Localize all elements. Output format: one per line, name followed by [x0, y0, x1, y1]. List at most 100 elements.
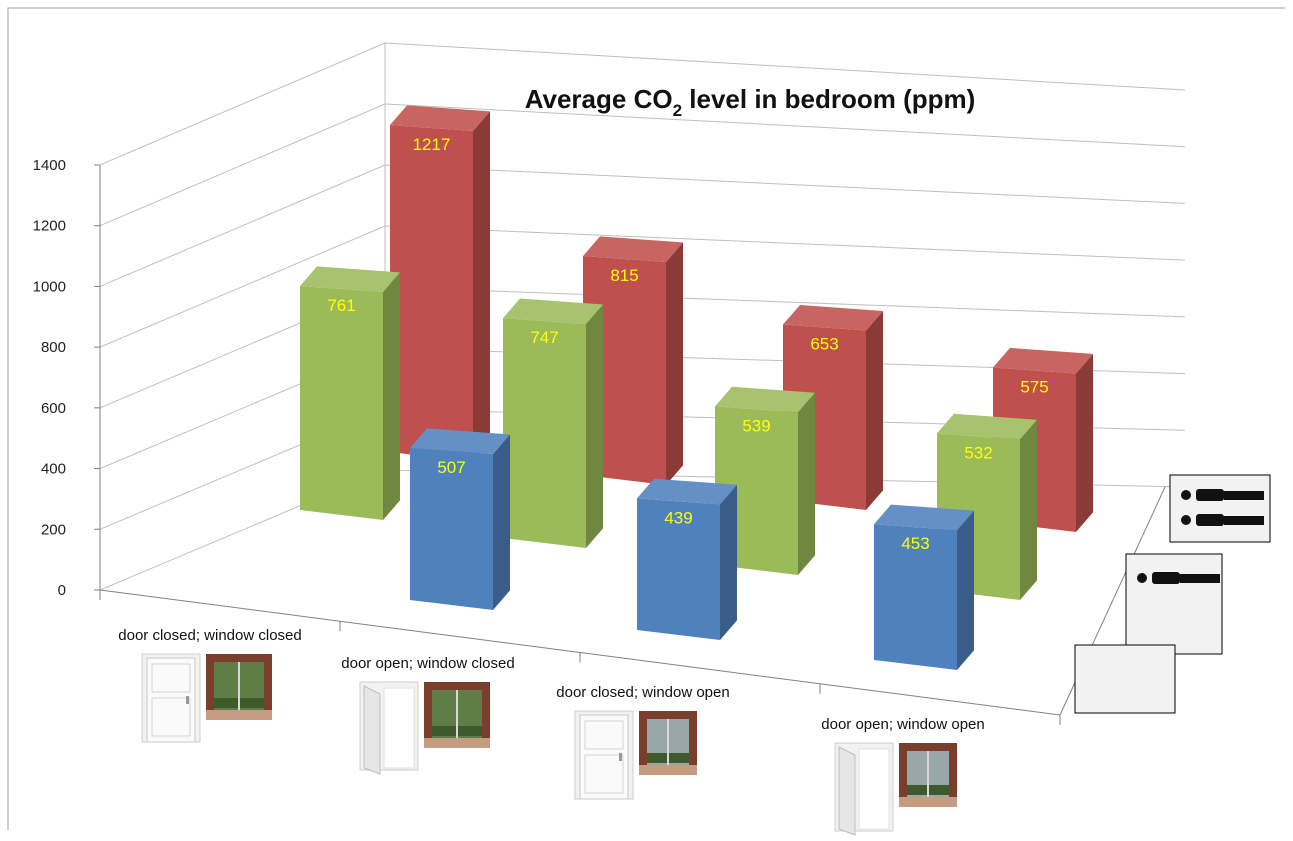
category: door closed; window open — [556, 684, 730, 800]
data-label: 653 — [810, 335, 838, 354]
bar-top — [390, 105, 490, 131]
door-inset — [584, 720, 624, 750]
category-label: door closed; window open — [556, 684, 729, 701]
window-icon — [899, 743, 957, 807]
data-label: 539 — [742, 416, 770, 435]
data-label: 747 — [530, 328, 558, 347]
bar-front — [583, 256, 666, 485]
window-icon — [424, 682, 490, 748]
door-inset — [584, 754, 624, 794]
person-body — [1196, 489, 1224, 501]
y-tick-label: 400 — [41, 461, 66, 478]
data-label: 453 — [901, 534, 929, 553]
person-body — [1152, 572, 1180, 584]
door-icon — [359, 681, 419, 775]
chart-border — [7, 7, 1285, 830]
bar-side — [1076, 353, 1093, 532]
bar-side — [383, 272, 400, 520]
y-tick-label: 800 — [41, 339, 66, 356]
door-inset — [151, 663, 191, 693]
bar-top — [300, 266, 400, 292]
person-legs — [1224, 491, 1264, 500]
bar-front — [503, 318, 586, 548]
data-label: 575 — [1020, 378, 1048, 397]
window-sill — [639, 765, 697, 775]
bar-front — [300, 286, 383, 520]
category: door open; window open — [821, 716, 985, 836]
bar-top — [637, 478, 737, 505]
window-sill — [206, 710, 272, 720]
window-icon — [639, 711, 697, 775]
bar-top — [715, 386, 815, 413]
door-opening — [383, 687, 415, 769]
bar — [503, 298, 603, 548]
bar — [390, 105, 490, 463]
category: door open; window closed — [341, 655, 515, 775]
door-handle — [186, 696, 189, 704]
category-label: door open; window open — [821, 716, 984, 733]
legend-item — [1169, 474, 1271, 543]
bar-top — [783, 304, 883, 331]
legend-item — [1125, 553, 1223, 655]
category-labels: door closed; window closed door open; win… — [118, 627, 985, 836]
person-head — [1181, 490, 1191, 500]
category: door closed; window closed — [118, 627, 302, 743]
bar-front — [390, 125, 473, 462]
legend — [1074, 474, 1271, 714]
person-head — [1181, 515, 1191, 525]
bar — [874, 504, 974, 670]
bar-side — [720, 484, 737, 640]
window-icon — [206, 654, 272, 720]
door-icon — [574, 710, 634, 800]
person-head — [1137, 573, 1147, 583]
y-tick-label: 600 — [41, 400, 66, 417]
data-label: 761 — [327, 296, 355, 315]
y-tick-label: 1000 — [33, 278, 66, 295]
bar-side — [493, 434, 510, 610]
door-inset — [151, 697, 191, 737]
bar-side — [586, 304, 603, 548]
chart-frame — [7, 7, 1285, 830]
data-label: 439 — [664, 508, 692, 527]
bar — [637, 478, 737, 640]
bar-side — [666, 242, 683, 485]
bar-top — [937, 413, 1037, 440]
door-icon — [834, 742, 894, 836]
y-tick-labels: 0 200 400 600 800 1000 1200 1400 — [33, 157, 100, 599]
one-person-icon — [1137, 572, 1220, 584]
bar-top — [503, 298, 603, 325]
door-panel — [363, 685, 381, 775]
person-legs — [1224, 516, 1264, 525]
bar — [300, 266, 400, 520]
two-people-icon — [1181, 489, 1264, 526]
gridline — [99, 103, 1186, 227]
bar-side — [798, 392, 815, 575]
y-tick-label: 1200 — [33, 218, 66, 235]
bar — [583, 236, 683, 485]
bar-side — [866, 310, 883, 510]
bars — [300, 105, 1093, 670]
window-sill — [424, 738, 490, 748]
bar-top — [583, 236, 683, 263]
bar-front — [410, 448, 493, 610]
data-labels: 1217 815 653 575 761 747 539 532 507 439 453 — [327, 135, 1048, 553]
category-label: door closed; window closed — [118, 627, 301, 644]
door-panel — [838, 746, 856, 836]
bar-front — [637, 498, 720, 640]
data-label: 815 — [610, 266, 638, 285]
door-handle — [619, 753, 622, 761]
person-body — [1196, 514, 1224, 526]
door-opening — [858, 748, 890, 830]
legend-box — [1125, 553, 1223, 655]
legend-item — [1074, 644, 1176, 714]
bar-top — [874, 504, 974, 531]
window-sill — [899, 797, 957, 807]
y-tick-label: 200 — [41, 521, 66, 538]
legend-box — [1074, 644, 1176, 714]
data-label: 507 — [437, 458, 465, 477]
bar — [410, 428, 510, 610]
y-tick-label: 1400 — [33, 157, 66, 174]
data-label: 1217 — [413, 135, 451, 154]
